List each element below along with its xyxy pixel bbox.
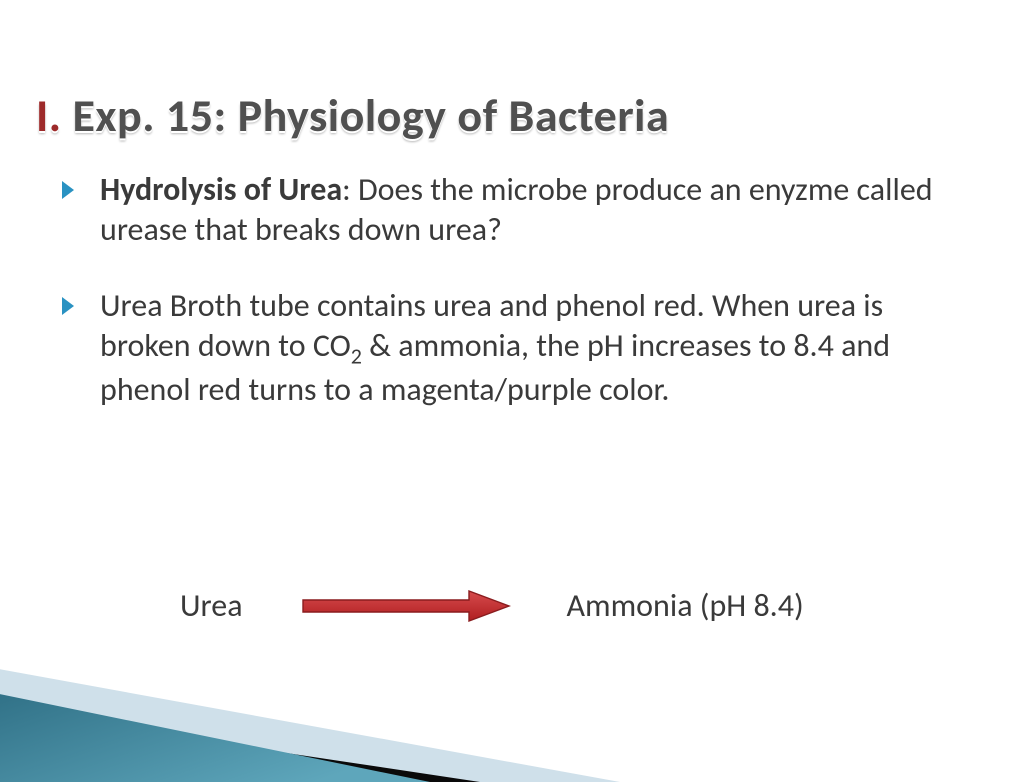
corner-decoration [0, 602, 620, 782]
title-accent: I. [36, 88, 62, 144]
bullet-marker-icon [62, 181, 78, 199]
slide-title: I. Exp. 15: Physiology of Bacteria [36, 88, 669, 144]
bullet-1: Hydrolysis of Urea: Does the microbe pro… [62, 170, 962, 250]
bullet-marker-icon [62, 297, 78, 315]
bullet-2-sub: 2 [351, 342, 362, 369]
slide-body: Hydrolysis of Urea: Does the microbe pro… [62, 170, 962, 446]
bullet-1-bold: Hydrolysis of Urea [100, 170, 342, 209]
title-text: Exp. 15: Physiology of Bacteria [62, 88, 670, 144]
bullet-2: Urea Broth tube contains urea and phenol… [62, 286, 962, 410]
